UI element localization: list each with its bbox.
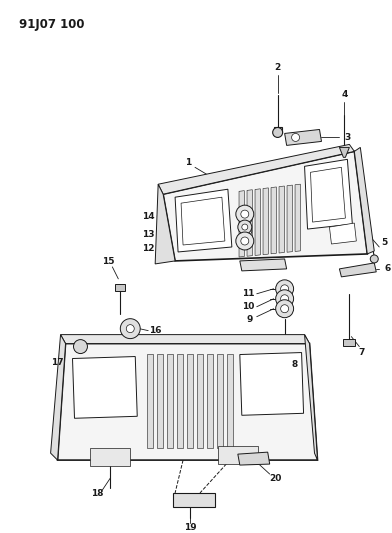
Polygon shape xyxy=(155,184,175,264)
Circle shape xyxy=(242,226,252,236)
Text: 91J07 100: 91J07 100 xyxy=(19,18,84,31)
Text: 17: 17 xyxy=(51,358,64,367)
Circle shape xyxy=(292,133,299,141)
Text: 5: 5 xyxy=(381,238,387,247)
Text: 15: 15 xyxy=(102,257,114,266)
Polygon shape xyxy=(147,353,153,448)
Polygon shape xyxy=(239,191,244,257)
Circle shape xyxy=(236,205,254,223)
Text: 9: 9 xyxy=(247,315,253,324)
Bar xyxy=(218,446,258,464)
Circle shape xyxy=(273,127,283,138)
Circle shape xyxy=(276,300,294,318)
Text: 13: 13 xyxy=(142,230,154,239)
Text: 8: 8 xyxy=(292,360,298,369)
Polygon shape xyxy=(240,259,287,271)
Polygon shape xyxy=(305,159,352,229)
Circle shape xyxy=(276,290,294,308)
Circle shape xyxy=(276,280,294,298)
Text: 14: 14 xyxy=(142,212,154,221)
Circle shape xyxy=(120,319,140,338)
Polygon shape xyxy=(175,189,232,252)
Polygon shape xyxy=(51,335,65,460)
Text: 4: 4 xyxy=(341,90,348,99)
Polygon shape xyxy=(157,353,163,448)
Circle shape xyxy=(242,237,252,247)
Polygon shape xyxy=(310,167,345,222)
Bar xyxy=(274,127,281,133)
Polygon shape xyxy=(339,148,349,157)
Text: 19: 19 xyxy=(184,523,196,532)
Text: 18: 18 xyxy=(91,489,103,498)
Text: 3: 3 xyxy=(344,133,350,142)
Polygon shape xyxy=(167,353,173,448)
Polygon shape xyxy=(287,185,292,252)
Bar xyxy=(91,448,130,466)
Text: 20: 20 xyxy=(269,473,282,482)
Text: 1: 1 xyxy=(185,158,191,167)
Polygon shape xyxy=(177,353,183,448)
Polygon shape xyxy=(271,187,276,254)
Polygon shape xyxy=(329,223,356,244)
Circle shape xyxy=(281,305,289,313)
Text: 6: 6 xyxy=(384,264,390,273)
Polygon shape xyxy=(240,352,303,415)
Circle shape xyxy=(238,220,252,234)
Polygon shape xyxy=(207,353,213,448)
Circle shape xyxy=(241,237,249,245)
Polygon shape xyxy=(354,148,374,254)
Polygon shape xyxy=(181,197,225,245)
Bar xyxy=(279,353,290,360)
Polygon shape xyxy=(227,353,233,448)
Circle shape xyxy=(281,285,289,293)
Polygon shape xyxy=(60,335,310,344)
Polygon shape xyxy=(339,263,376,277)
Polygon shape xyxy=(305,335,318,460)
Polygon shape xyxy=(187,353,193,448)
Text: 10: 10 xyxy=(241,302,254,311)
Circle shape xyxy=(370,255,378,263)
Text: 16: 16 xyxy=(149,326,162,335)
Text: 11: 11 xyxy=(241,289,254,298)
Polygon shape xyxy=(263,188,269,255)
Polygon shape xyxy=(285,130,321,146)
Polygon shape xyxy=(163,151,367,261)
Circle shape xyxy=(74,340,87,353)
Bar xyxy=(115,284,125,291)
Circle shape xyxy=(241,210,249,218)
Polygon shape xyxy=(295,184,300,252)
Polygon shape xyxy=(58,344,318,460)
Circle shape xyxy=(242,224,248,230)
Bar xyxy=(343,338,355,345)
Circle shape xyxy=(126,325,134,333)
Text: 2: 2 xyxy=(274,63,281,72)
Polygon shape xyxy=(73,357,137,418)
Bar xyxy=(173,493,215,507)
Polygon shape xyxy=(238,452,270,465)
Polygon shape xyxy=(247,190,252,256)
Polygon shape xyxy=(217,353,223,448)
Polygon shape xyxy=(158,144,354,194)
Circle shape xyxy=(242,214,252,224)
Circle shape xyxy=(281,295,289,303)
Circle shape xyxy=(236,232,254,250)
Polygon shape xyxy=(255,189,260,255)
Polygon shape xyxy=(197,353,203,448)
Text: 7: 7 xyxy=(358,348,365,357)
Polygon shape xyxy=(279,186,284,253)
Text: 12: 12 xyxy=(142,245,154,254)
